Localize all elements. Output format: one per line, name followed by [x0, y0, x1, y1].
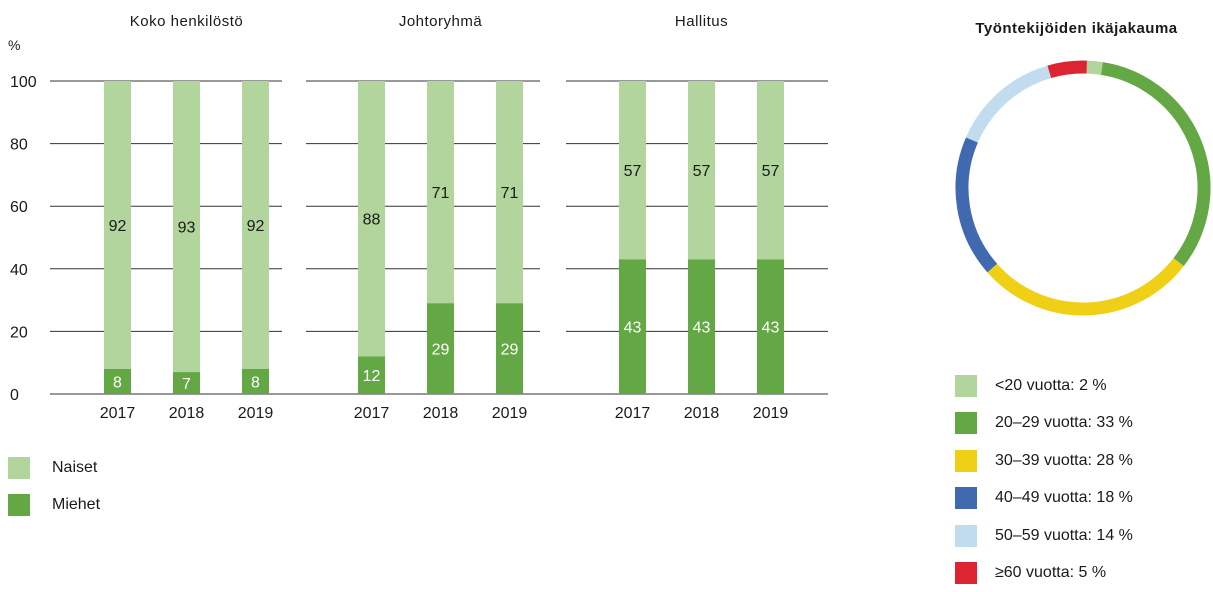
y-tick-label: 80: [10, 137, 28, 154]
data-label-naiset: 92: [109, 218, 127, 235]
gender-bar-chart: % 0 20 40 60 80 100 Koko henkilöstö 92 8 2017 93 7 20…: [0, 0, 900, 440]
group-title: Koko henkilöstö: [130, 13, 243, 30]
donut-legend-swatch: [955, 525, 977, 547]
donut-slice: [1087, 67, 1102, 68]
donut-legend-item: <20 vuotta: 2 %: [955, 367, 1133, 405]
legend-swatch-miehet: [8, 494, 30, 516]
data-label-miehet: 12: [363, 368, 381, 385]
data-label-miehet: 7: [182, 376, 191, 393]
x-tick-label: 2017: [615, 405, 651, 422]
y-tick-label: 20: [10, 324, 28, 341]
donut-legend-item: ≥60 vuotta: 5 %: [955, 555, 1133, 592]
donut-legend-item: 30–39 vuotta: 28 %: [955, 442, 1133, 480]
donut-legend-item: 50–59 vuotta: 14 %: [955, 517, 1133, 555]
x-tick-label: 2018: [423, 405, 459, 422]
data-label-miehet: 8: [113, 374, 122, 391]
age-donut-chart: [940, 0, 1213, 340]
donut-legend-item: 20–29 vuotta: 33 %: [955, 405, 1133, 443]
donut-legend-label: <20 vuotta: 2 %: [995, 377, 1107, 395]
x-tick-label: 2017: [100, 405, 136, 422]
donut-slice: [962, 140, 992, 268]
legend-label-miehet: Miehet: [52, 496, 100, 514]
data-label-naiset: 92: [247, 218, 265, 235]
donut-legend-label: 40–49 vuotta: 18 %: [995, 489, 1133, 507]
legend-item-naiset: Naiset: [8, 449, 100, 486]
bar-group: Hallitus 57 43 2017 57 43 2018 57 43 2019: [615, 13, 789, 422]
x-tick-label: 2019: [753, 405, 789, 422]
donut-slice: [1049, 67, 1087, 72]
x-tick-label: 2019: [492, 405, 528, 422]
group-title: Hallitus: [675, 13, 728, 30]
data-label-naiset: 71: [432, 185, 450, 202]
donut-legend-swatch: [955, 375, 977, 397]
group-title: Johtoryhmä: [399, 13, 483, 30]
y-axis-unit: %: [8, 37, 20, 53]
donut-legend-label: 30–39 vuotta: 28 %: [995, 452, 1133, 470]
donut-legend-swatch: [955, 412, 977, 434]
donut-legend-label: 50–59 vuotta: 14 %: [995, 527, 1133, 545]
donut-slice: [992, 262, 1178, 309]
data-label-naiset: 93: [178, 220, 196, 237]
bar-group: Koko henkilöstö 92 8 2017 93 7 2018 92 8 2019: [100, 13, 274, 422]
donut-slice: [972, 72, 1049, 140]
data-label-naiset: 88: [363, 212, 381, 229]
bar-group: Johtoryhmä 88 12 2017 71 29 2018 71 29 2019: [354, 13, 528, 422]
donut-legend-swatch: [955, 487, 977, 509]
data-label-naiset: 71: [501, 185, 519, 202]
donut-legend-label: ≥60 vuotta: 5 %: [995, 564, 1106, 582]
y-tick-label: 0: [10, 387, 19, 404]
donut-legend-item: 40–49 vuotta: 18 %: [955, 480, 1133, 518]
y-tick-label: 60: [10, 199, 28, 216]
donut-slice: [1102, 68, 1204, 262]
data-label-miehet: 29: [432, 342, 450, 359]
x-tick-label: 2018: [169, 405, 205, 422]
data-label-miehet: 43: [693, 320, 711, 337]
x-tick-label: 2019: [238, 405, 274, 422]
data-label-naiset: 57: [624, 163, 642, 180]
x-tick-label: 2017: [354, 405, 390, 422]
bar-legend: Naiset Miehet: [8, 449, 100, 523]
y-tick-label: 100: [10, 74, 37, 91]
legend-label-naiset: Naiset: [52, 459, 97, 477]
donut-legend-label: 20–29 vuotta: 33 %: [995, 414, 1133, 432]
y-tick-label: 40: [10, 262, 28, 279]
data-label-miehet: 29: [501, 342, 519, 359]
data-label-naiset: 57: [762, 163, 780, 180]
data-label-miehet: 43: [624, 320, 642, 337]
legend-item-miehet: Miehet: [8, 486, 100, 523]
x-tick-label: 2018: [684, 405, 720, 422]
legend-swatch-naiset: [8, 457, 30, 479]
donut-legend-swatch: [955, 450, 977, 472]
data-label-miehet: 43: [762, 320, 780, 337]
data-label-naiset: 57: [693, 163, 711, 180]
donut-legend: <20 vuotta: 2 % 20–29 vuotta: 33 % 30–39…: [955, 367, 1133, 592]
data-label-miehet: 8: [251, 374, 260, 391]
